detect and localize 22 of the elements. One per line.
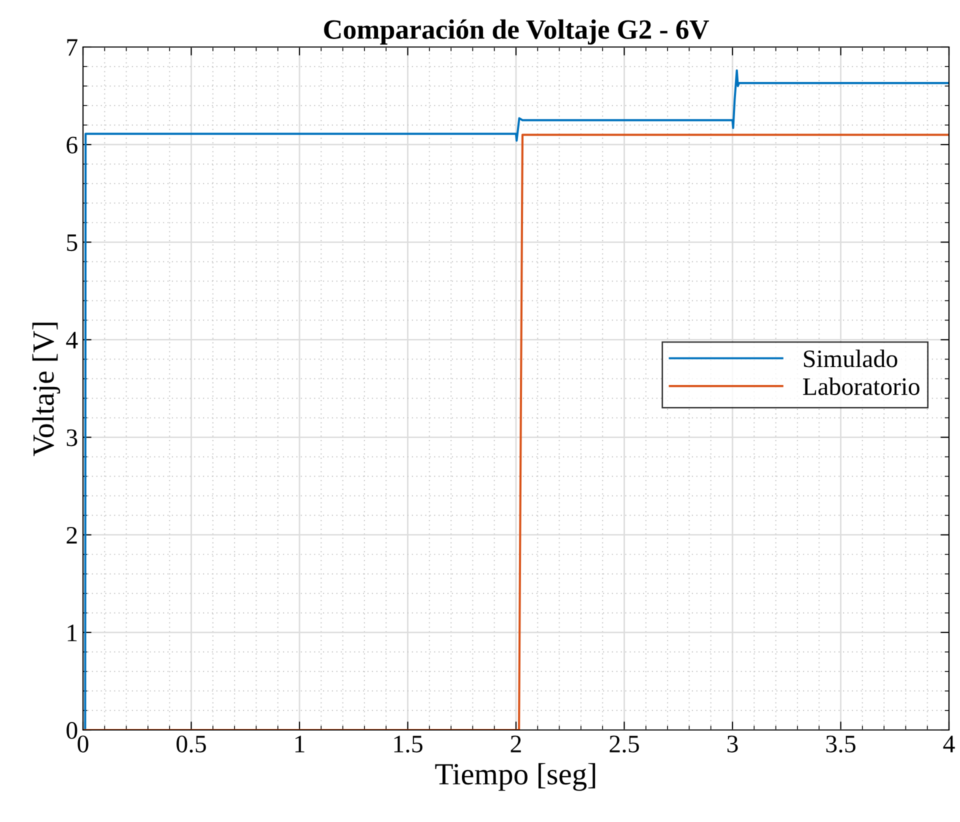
y-tick-label: 3 xyxy=(66,429,78,446)
y-axis-title: Voltaje [V] xyxy=(32,322,60,456)
x-tick-label: 1 xyxy=(295,736,304,752)
x-tick-label: 3 xyxy=(727,736,738,752)
y-tick-label: 6 xyxy=(66,136,78,154)
x-axis-title: Tiempo [seg] xyxy=(435,763,596,791)
legend-label: Simulado xyxy=(804,350,898,368)
x-tick-label: 3.5 xyxy=(826,736,856,753)
y-tick-label: 5 xyxy=(67,234,78,252)
y-tick-label: 7 xyxy=(67,39,78,56)
x-tick-label: 4 xyxy=(943,736,955,752)
chart-title: Comparación de Voltaje G2 - 6V xyxy=(324,19,709,45)
x-tick-label: 1.5 xyxy=(394,736,422,753)
y-tick-label: 4 xyxy=(66,332,78,348)
legend-label: Laboratorio xyxy=(803,377,920,396)
y-tick-label: 2 xyxy=(66,526,77,544)
y-tick-label: 0 xyxy=(66,722,78,739)
x-tick-label: 2.5 xyxy=(610,736,639,753)
y-tick-label: 1 xyxy=(68,624,77,642)
x-tick-label: 0.5 xyxy=(176,736,206,753)
x-tick-label: 0 xyxy=(78,736,88,752)
x-tick-label: 2 xyxy=(510,736,521,752)
